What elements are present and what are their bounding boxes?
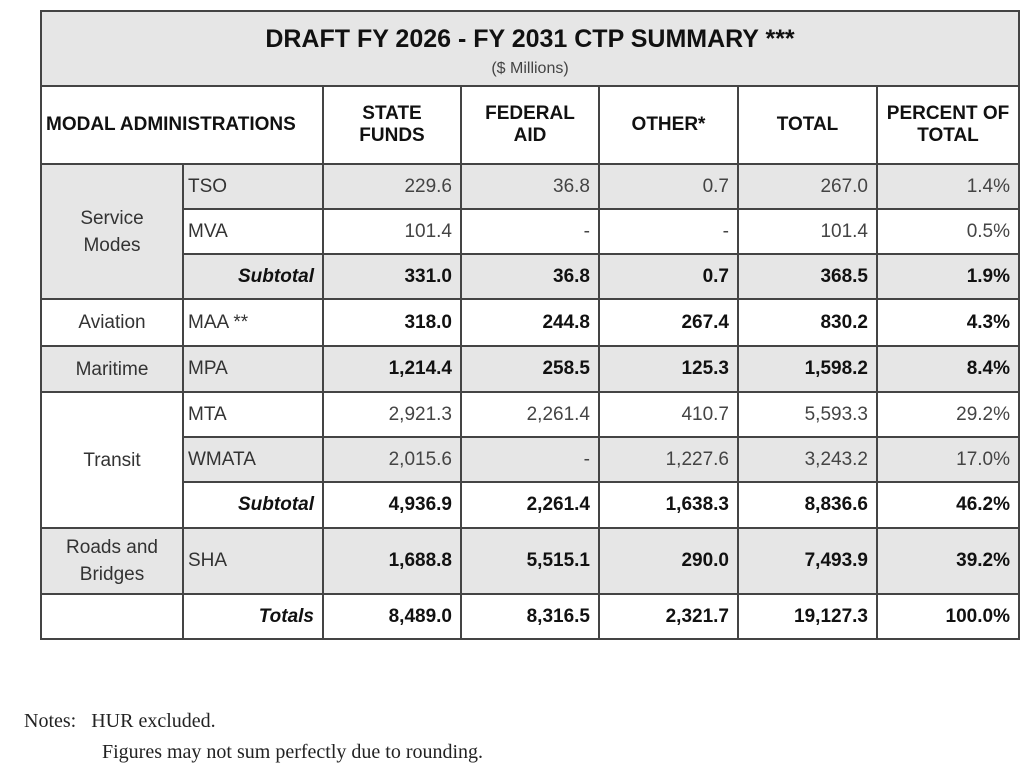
value-cell: 410.7 bbox=[598, 391, 739, 438]
header-modal: MODAL ADMINISTRATIONS bbox=[40, 85, 324, 165]
value-cell: 258.5 bbox=[460, 345, 600, 393]
value-cell: 101.4 bbox=[737, 208, 878, 255]
table-row: MVA 101.4- -101.4 0.5% bbox=[41, 208, 1020, 255]
value-cell: 290.0 bbox=[598, 527, 739, 595]
table-row: Maritime MPA 1,214.4 258.5 125.3 1,598.2 8.4% bbox=[40, 345, 1020, 393]
value-cell: 4,936.9 bbox=[322, 481, 462, 529]
value-cell: 8,836.6 bbox=[737, 481, 878, 529]
value-cell: - bbox=[460, 436, 600, 483]
value-cell: 3,243.2 bbox=[737, 436, 878, 483]
row-label: TSO bbox=[182, 163, 324, 210]
group-label: Roads and Bridges bbox=[40, 527, 184, 595]
value-cell: 8.4% bbox=[876, 345, 1020, 393]
row-label: MPA bbox=[182, 345, 324, 393]
value-cell: 101.4 bbox=[322, 208, 462, 255]
value-cell: 2,321.7 bbox=[598, 593, 739, 640]
row-label: WMATA bbox=[182, 436, 324, 483]
value-cell: 1,638.3 bbox=[598, 481, 739, 529]
group-label: Maritime bbox=[40, 345, 184, 393]
value-cell: 2,261.4 bbox=[460, 391, 600, 438]
value-cell: 4.3% bbox=[876, 298, 1020, 347]
value-cell: 36.8 bbox=[460, 253, 600, 300]
group-label: Aviation bbox=[40, 298, 184, 347]
value-cell: 7,493.9 bbox=[737, 527, 878, 595]
table-row: Totals 8,489.0 8,316.5 2,321.7 19,127.3 100.0… bbox=[40, 593, 1020, 640]
header-federal: FEDERAL AID bbox=[460, 85, 600, 165]
value-cell: 36.8 bbox=[460, 163, 600, 210]
group-label: Transit bbox=[40, 391, 184, 529]
row-label: Subtotal bbox=[182, 481, 324, 529]
row-label: MVA bbox=[182, 208, 324, 255]
value-cell: 267.0 bbox=[737, 163, 878, 210]
value-cell: 368.5 bbox=[737, 253, 878, 300]
header-state: STATE FUNDS bbox=[322, 85, 462, 165]
row-label: Totals bbox=[182, 593, 324, 640]
table-row: WMATA 2,015.6-1,227.6 3,243.2 17.0% bbox=[41, 436, 1020, 483]
table-row: Service Modes TSO 229.6 36.8 0.7 267.0 1.4% bbox=[40, 163, 1020, 300]
value-cell: 5,515.1 bbox=[460, 527, 600, 595]
ctp-summary-table: DRAFT FY 2026 - FY 2031 CTP SUMMARY *** … bbox=[40, 10, 1020, 640]
value-cell: 331.0 bbox=[322, 253, 462, 300]
table-subtitle: ($ Millions) bbox=[491, 60, 569, 77]
value-cell: 1,227.6 bbox=[598, 436, 739, 483]
value-cell: 267.4 bbox=[598, 298, 739, 347]
group-label bbox=[40, 593, 184, 640]
row-label: SHA bbox=[182, 527, 324, 595]
value-cell: 1,598.2 bbox=[737, 345, 878, 393]
value-cell: 46.2% bbox=[876, 481, 1020, 529]
row-label: MAA ** bbox=[182, 298, 324, 347]
value-cell: 8,489.0 bbox=[322, 593, 462, 640]
note-1: HUR excluded. bbox=[91, 710, 216, 732]
group-label: Service Modes bbox=[40, 163, 184, 300]
value-cell: 1.9% bbox=[876, 253, 1020, 300]
value-cell: 2,261.4 bbox=[460, 481, 600, 529]
value-cell: 2,015.6 bbox=[322, 436, 462, 483]
value-cell: 318.0 bbox=[322, 298, 462, 347]
table-row: Roads and Bridges SHA 1,688.8 5,515.1 290.0 7… bbox=[40, 527, 1020, 595]
table-row: Aviation MAA ** 318.0 244.8 267.4 830.2 4.3% bbox=[40, 298, 1020, 347]
value-cell: - bbox=[460, 208, 600, 255]
value-cell: 1,214.4 bbox=[322, 345, 462, 393]
value-cell: 19,127.3 bbox=[737, 593, 878, 640]
header-total: TOTAL bbox=[737, 85, 878, 165]
value-cell: 830.2 bbox=[737, 298, 878, 347]
value-cell: 229.6 bbox=[322, 163, 462, 210]
row-label: Subtotal bbox=[182, 253, 324, 300]
header-percent: PERCENT OF TOTAL bbox=[876, 85, 1020, 165]
value-cell: 29.2% bbox=[876, 391, 1020, 438]
value-cell: 8,316.5 bbox=[460, 593, 600, 640]
value-cell: 17.0% bbox=[876, 436, 1020, 483]
note-2: Figures may not sum perfectly due to rou… bbox=[102, 741, 484, 763]
table-title: DRAFT FY 2026 - FY 2031 CTP SUMMARY *** bbox=[265, 25, 795, 53]
value-cell: 5,593.3 bbox=[737, 391, 878, 438]
value-cell: 0.7 bbox=[598, 163, 739, 210]
table-row: Transit MTA 2,921.3 2,261.4 410.7 5,593.3 29.2… bbox=[40, 391, 1020, 529]
value-cell: 2,921.3 bbox=[322, 391, 462, 438]
value-cell: 125.3 bbox=[598, 345, 739, 393]
table-title-cell: DRAFT FY 2026 - FY 2031 CTP SUMMARY *** … bbox=[40, 10, 1020, 87]
value-cell: 244.8 bbox=[460, 298, 600, 347]
value-cell: 1.4% bbox=[876, 163, 1020, 210]
value-cell: - bbox=[598, 208, 739, 255]
table-row: Subtotal 331.0 36.8 0.7 368.5 1.9% bbox=[41, 253, 1020, 300]
table-row: Subtotal 4,936.9 2,261.4 1,638.3 8,836.6 46.2… bbox=[41, 481, 1020, 529]
value-cell: 0.7 bbox=[598, 253, 739, 300]
notes-label: Notes: bbox=[24, 710, 77, 732]
value-cell: 100.0% bbox=[876, 593, 1020, 640]
row-label: MTA bbox=[182, 391, 324, 438]
value-cell: 1,688.8 bbox=[322, 527, 462, 595]
value-cell: 39.2% bbox=[876, 527, 1020, 595]
header-other: OTHER* bbox=[598, 85, 739, 165]
value-cell: 0.5% bbox=[876, 208, 1020, 255]
notes: Notes: HUR excluded. Figures may not sum… bbox=[24, 706, 483, 768]
